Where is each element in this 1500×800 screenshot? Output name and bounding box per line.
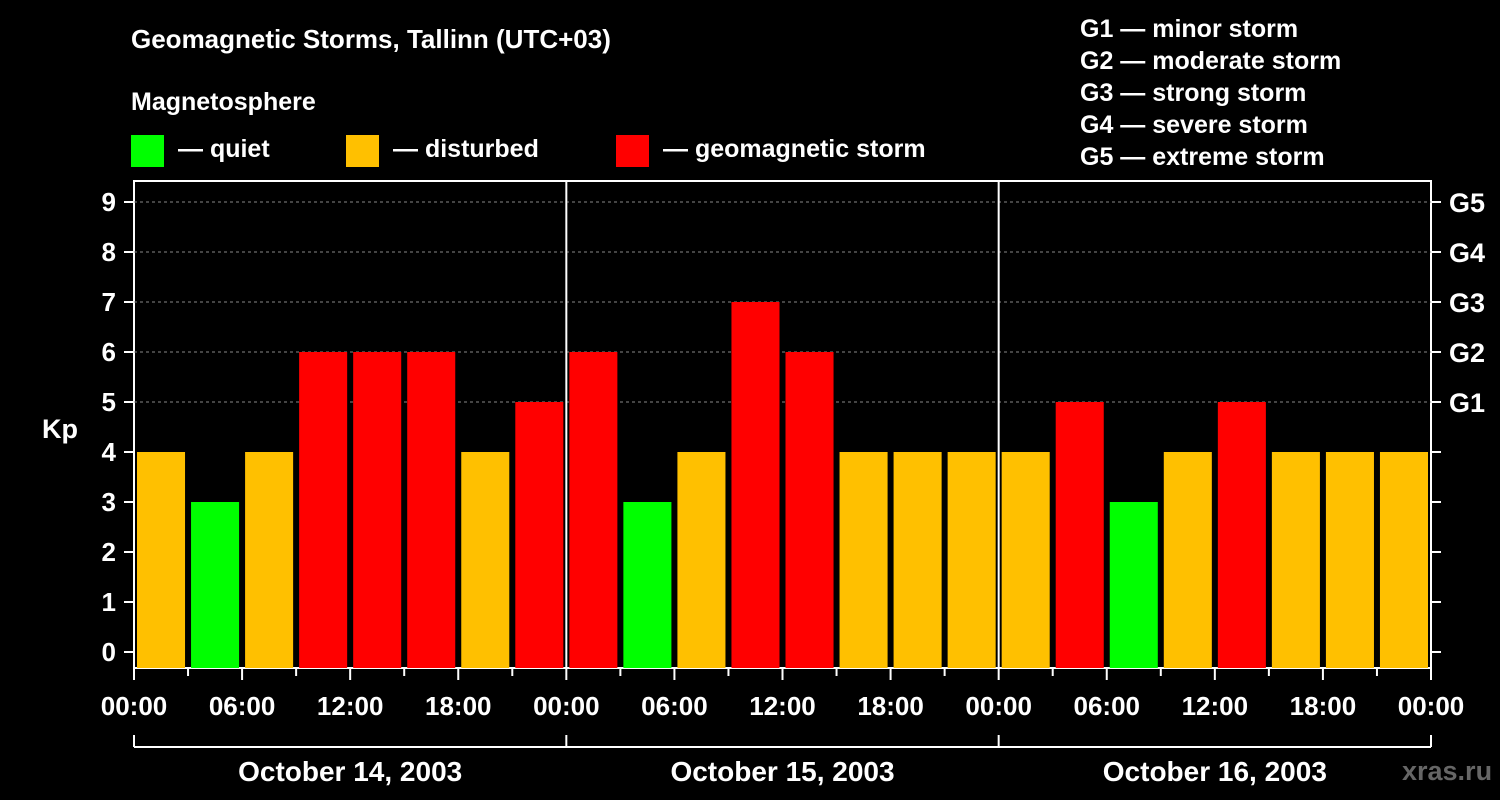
bar-kp xyxy=(191,502,240,668)
y-axis-label: Kp xyxy=(42,414,78,444)
bar-kp xyxy=(731,302,780,668)
y-tick-label: 0 xyxy=(102,637,116,667)
bar-kp xyxy=(1271,452,1320,668)
storm-scale-g1: G1 — minor storm xyxy=(1080,15,1298,43)
legend-swatch-storm xyxy=(616,135,649,167)
bar-kp xyxy=(947,452,996,668)
x-tick-label: 18:00 xyxy=(1290,691,1357,721)
legend-label-disturbed: — disturbed xyxy=(393,135,539,163)
x-tick-label: 12:00 xyxy=(1182,691,1249,721)
bar-kp xyxy=(1001,452,1050,668)
x-tick-label: 12:00 xyxy=(749,691,816,721)
storm-scale-g5: G5 — extreme storm xyxy=(1080,143,1325,171)
x-tick-label: 06:00 xyxy=(641,691,708,721)
bar-kp xyxy=(461,452,510,668)
bar-kp xyxy=(353,352,402,668)
bar-kp xyxy=(1217,402,1266,668)
day-label: October 14, 2003 xyxy=(238,756,462,787)
bar-kp xyxy=(299,352,348,668)
day-label: October 16, 2003 xyxy=(1103,756,1327,787)
x-tick-label: 00:00 xyxy=(101,691,168,721)
bar-kp xyxy=(1325,452,1374,668)
y-tick-label: 7 xyxy=(102,287,116,317)
storm-scale-legend: G1 — minor storm G2 — moderate storm G3 … xyxy=(1080,15,1341,171)
g-level-label: G4 xyxy=(1449,238,1485,268)
day-label: October 15, 2003 xyxy=(670,756,894,787)
g-level-label: G5 xyxy=(1449,188,1485,218)
chart-subtitle: Magnetosphere xyxy=(131,88,316,116)
bar-kp xyxy=(623,502,672,668)
legend-swatch-disturbed xyxy=(346,135,379,167)
bar-kp xyxy=(785,352,834,668)
storm-scale-g3: G3 — strong storm xyxy=(1080,79,1306,107)
bar-kp xyxy=(515,402,564,668)
x-tick-label: 06:00 xyxy=(1074,691,1141,721)
chart-title: Geomagnetic Storms, Tallinn (UTC+03) xyxy=(131,24,611,54)
bar-kp xyxy=(893,452,942,668)
x-tick-label: 00:00 xyxy=(533,691,600,721)
storm-scale-g4: G4 — severe storm xyxy=(1080,111,1308,139)
bar-kp xyxy=(1109,502,1158,668)
plot-area: 0 1 2 3 4 5 6 7 8 9 G1 G2 G3 G4 G5 00:00 06:00 12:00 18:00… xyxy=(101,180,1485,787)
y-tick-label: 1 xyxy=(102,587,116,617)
y-tick-label: 4 xyxy=(102,437,117,467)
y-tick-label: 3 xyxy=(102,487,116,517)
x-tick-label: 12:00 xyxy=(317,691,384,721)
legend: — quiet — disturbed — geomagnetic storm xyxy=(131,135,926,167)
watermark: xras.ru xyxy=(1402,756,1492,786)
bar-kp xyxy=(245,452,294,668)
y-tick-label: 5 xyxy=(102,387,116,417)
bar-kp xyxy=(1163,452,1212,668)
legend-label-storm: — geomagnetic storm xyxy=(663,135,926,163)
bar-kp xyxy=(1055,402,1104,668)
y-tick-label: 6 xyxy=(102,337,116,367)
g-level-label: G3 xyxy=(1449,288,1485,318)
x-tick-label: 06:00 xyxy=(209,691,276,721)
bar-kp xyxy=(839,452,888,668)
legend-label-quiet: — quiet xyxy=(178,135,270,163)
g-level-label: G1 xyxy=(1449,388,1485,418)
storm-scale-g2: G2 — moderate storm xyxy=(1080,47,1341,75)
y-tick-label: 8 xyxy=(102,237,116,267)
bar-kp xyxy=(569,352,618,668)
x-tick-label: 00:00 xyxy=(965,691,1032,721)
y-tick-label: 2 xyxy=(102,537,116,567)
bar-kp xyxy=(407,352,456,668)
y-tick-label: 9 xyxy=(102,187,116,217)
x-tick-label: 00:00 xyxy=(1398,691,1465,721)
legend-swatch-quiet xyxy=(131,135,164,167)
x-tick-label: 18:00 xyxy=(425,691,492,721)
x-tick-label: 18:00 xyxy=(857,691,924,721)
g-level-label: G2 xyxy=(1449,338,1485,368)
bar-kp xyxy=(137,452,186,668)
bar-kp xyxy=(677,452,726,668)
bar-kp xyxy=(1379,452,1428,668)
